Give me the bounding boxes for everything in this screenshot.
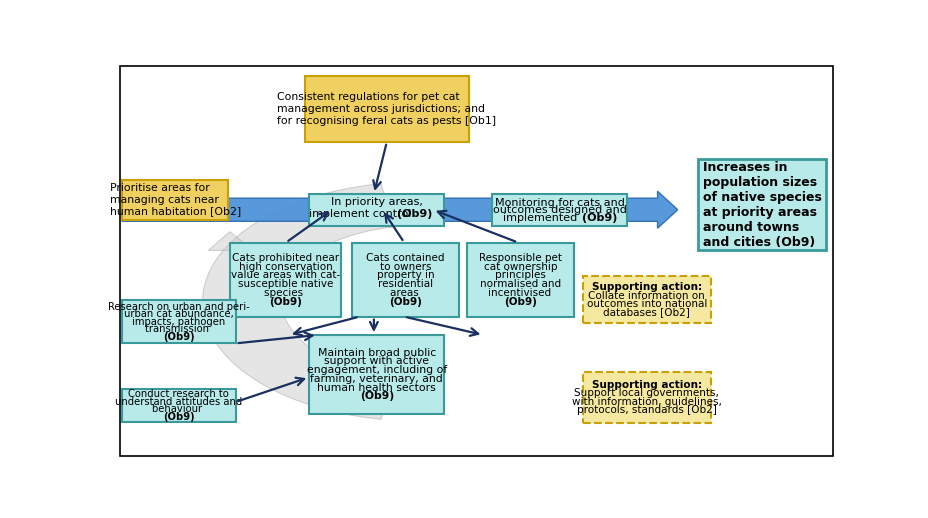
Text: (Ob9): (Ob9) [162,332,194,342]
Text: Supporting action:: Supporting action: [591,380,701,390]
Text: outcomes designed and: outcomes designed and [492,205,625,215]
FancyBboxPatch shape [697,159,825,250]
Text: (Ob9): (Ob9) [396,209,432,219]
Text: Collate information on: Collate information on [587,291,704,300]
Text: Support local governments,: Support local governments, [574,388,718,398]
FancyBboxPatch shape [582,276,710,323]
FancyBboxPatch shape [304,76,469,142]
Text: engagement, including of: engagement, including of [306,365,446,375]
Text: principles: principles [495,270,546,280]
Text: farming, veterinary, and: farming, veterinary, and [310,374,443,384]
Text: Consistent regulations for pet cat
management across jurisdictions; and
for reco: Consistent regulations for pet cat manag… [277,92,496,126]
Text: residential: residential [378,279,432,289]
FancyBboxPatch shape [122,300,236,343]
Text: protocols, standards [Ob2]: protocols, standards [Ob2] [576,405,715,415]
Text: In priority areas,: In priority areas, [330,197,422,207]
FancyBboxPatch shape [309,335,444,414]
Text: Supporting action:: Supporting action: [591,282,701,292]
Text: understand attitudes and: understand attitudes and [115,397,242,407]
Text: with information, guidelines,: with information, guidelines, [572,397,721,407]
Text: areas: areas [389,288,421,298]
Text: Responsible pet: Responsible pet [479,253,561,263]
Text: to owners: to owners [380,262,431,271]
Text: transmission: transmission [145,324,213,335]
Text: outcomes into national: outcomes into national [586,299,706,309]
Text: impacts, pathogen: impacts, pathogen [132,317,226,327]
FancyArrow shape [122,191,677,228]
Text: databases [Ob2]: databases [Ob2] [602,308,690,318]
Text: (Ob9): (Ob9) [581,213,616,223]
Text: (Ob9): (Ob9) [359,392,393,401]
Text: support with active: support with active [324,356,429,366]
Text: value areas with cat-: value areas with cat- [231,270,340,280]
FancyBboxPatch shape [229,243,342,316]
Text: Research on urban and peri-: Research on urban and peri- [108,301,250,312]
PathPatch shape [208,232,252,250]
FancyBboxPatch shape [352,243,458,316]
Text: Prioritise areas for
managing cats near
human habitation [Ob2]: Prioritise areas for managing cats near … [110,183,240,217]
Text: Cats prohibited near: Cats prohibited near [232,253,339,263]
Text: Cats contained: Cats contained [366,253,445,263]
FancyBboxPatch shape [492,194,626,226]
Text: high conservation: high conservation [238,262,332,271]
Text: implemented: implemented [502,213,580,223]
FancyBboxPatch shape [309,194,444,226]
Text: species: species [264,288,306,298]
FancyBboxPatch shape [122,180,228,220]
Text: behaviour: behaviour [152,405,205,414]
Text: Maintain broad public: Maintain broad public [317,348,435,357]
FancyBboxPatch shape [582,372,710,423]
Text: (Ob9): (Ob9) [269,297,302,307]
FancyBboxPatch shape [467,243,574,316]
Text: urban cat abundance,: urban cat abundance, [123,309,233,319]
Text: Monitoring for cats and: Monitoring for cats and [494,197,624,208]
Text: incentivised: incentivised [487,288,553,298]
Text: cat ownership: cat ownership [483,262,557,271]
Text: normalised and: normalised and [480,279,561,289]
Text: Increases in
population sizes
of native species
at priority areas
around towns
a: Increases in population sizes of native … [702,161,820,249]
FancyBboxPatch shape [122,389,236,422]
PathPatch shape [202,184,394,419]
Text: human health sectors: human health sectors [317,383,435,393]
Text: implement control: implement control [309,209,415,219]
Text: property in: property in [377,270,434,280]
Text: susceptible native: susceptible native [238,279,333,289]
Text: (Ob9): (Ob9) [389,297,421,307]
Text: (Ob9): (Ob9) [162,412,194,422]
Text: (Ob9): (Ob9) [504,297,536,307]
Text: Conduct research to: Conduct research to [128,389,229,399]
